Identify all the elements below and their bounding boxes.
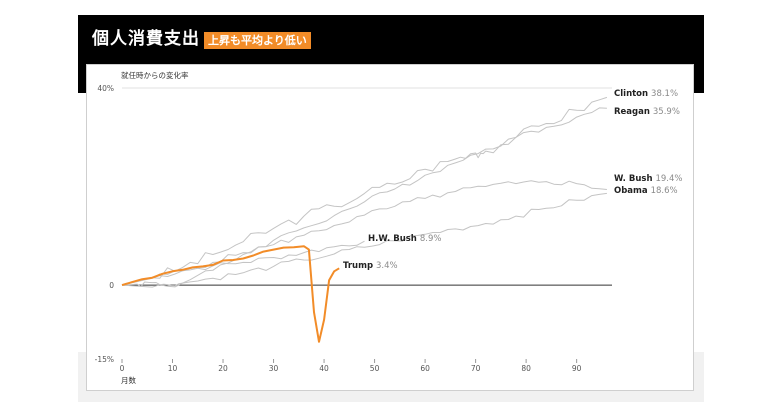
- x-tick-label: 0: [120, 364, 125, 373]
- x-tick-group: 0 10 20 30 40 50 60 70 80 90: [120, 359, 582, 373]
- series-line-obama: [121, 192, 607, 288]
- x-axis-title: 月数: [121, 375, 136, 385]
- series-label-obama: Obama 18.6%: [614, 186, 678, 196]
- series-line-trump: [121, 245, 340, 343]
- y-axis-title: 就任時からの変化率: [121, 70, 189, 80]
- series-label-reagan: Reagan 35.9%: [614, 107, 680, 117]
- x-tick-label: 70: [471, 364, 481, 373]
- y-tick-label: 40%: [97, 84, 114, 93]
- series-line-reagan: [121, 107, 607, 287]
- chart-card: [86, 64, 694, 391]
- x-tick-label: 30: [269, 364, 279, 373]
- series-line-h-w-bush: [121, 240, 365, 286]
- series-line-clinton: [121, 96, 608, 286]
- x-tick-label: 60: [420, 364, 430, 373]
- y-tick-label: 0: [109, 281, 114, 290]
- series-lines: [121, 96, 608, 343]
- x-tick-label: 90: [572, 364, 582, 373]
- x-tick-label: 50: [370, 364, 380, 373]
- series-label-w-bush: W. Bush 19.4%: [614, 174, 683, 184]
- x-tick-label: 40: [319, 364, 329, 373]
- series-label-h-w-bush: H.W. Bush 8.9%: [368, 234, 441, 244]
- subtitle-badge: 上昇も平均より低い: [204, 32, 311, 49]
- x-tick-label: 80: [521, 364, 531, 373]
- x-tick-label: 10: [168, 364, 178, 373]
- y-tick-group: 40% 0 -15%: [95, 84, 612, 364]
- chart-title: 個人消費支出: [92, 29, 200, 49]
- x-tick-label: 20: [218, 364, 228, 373]
- series-label-trump: Trump 3.4%: [343, 261, 398, 271]
- series-label-clinton: Clinton 38.1%: [614, 89, 678, 99]
- y-tick-label: -15%: [95, 355, 114, 364]
- series-labels: Clinton 38.1% Reagan 35.9% W. Bush 19.4% Ob…: [343, 89, 683, 271]
